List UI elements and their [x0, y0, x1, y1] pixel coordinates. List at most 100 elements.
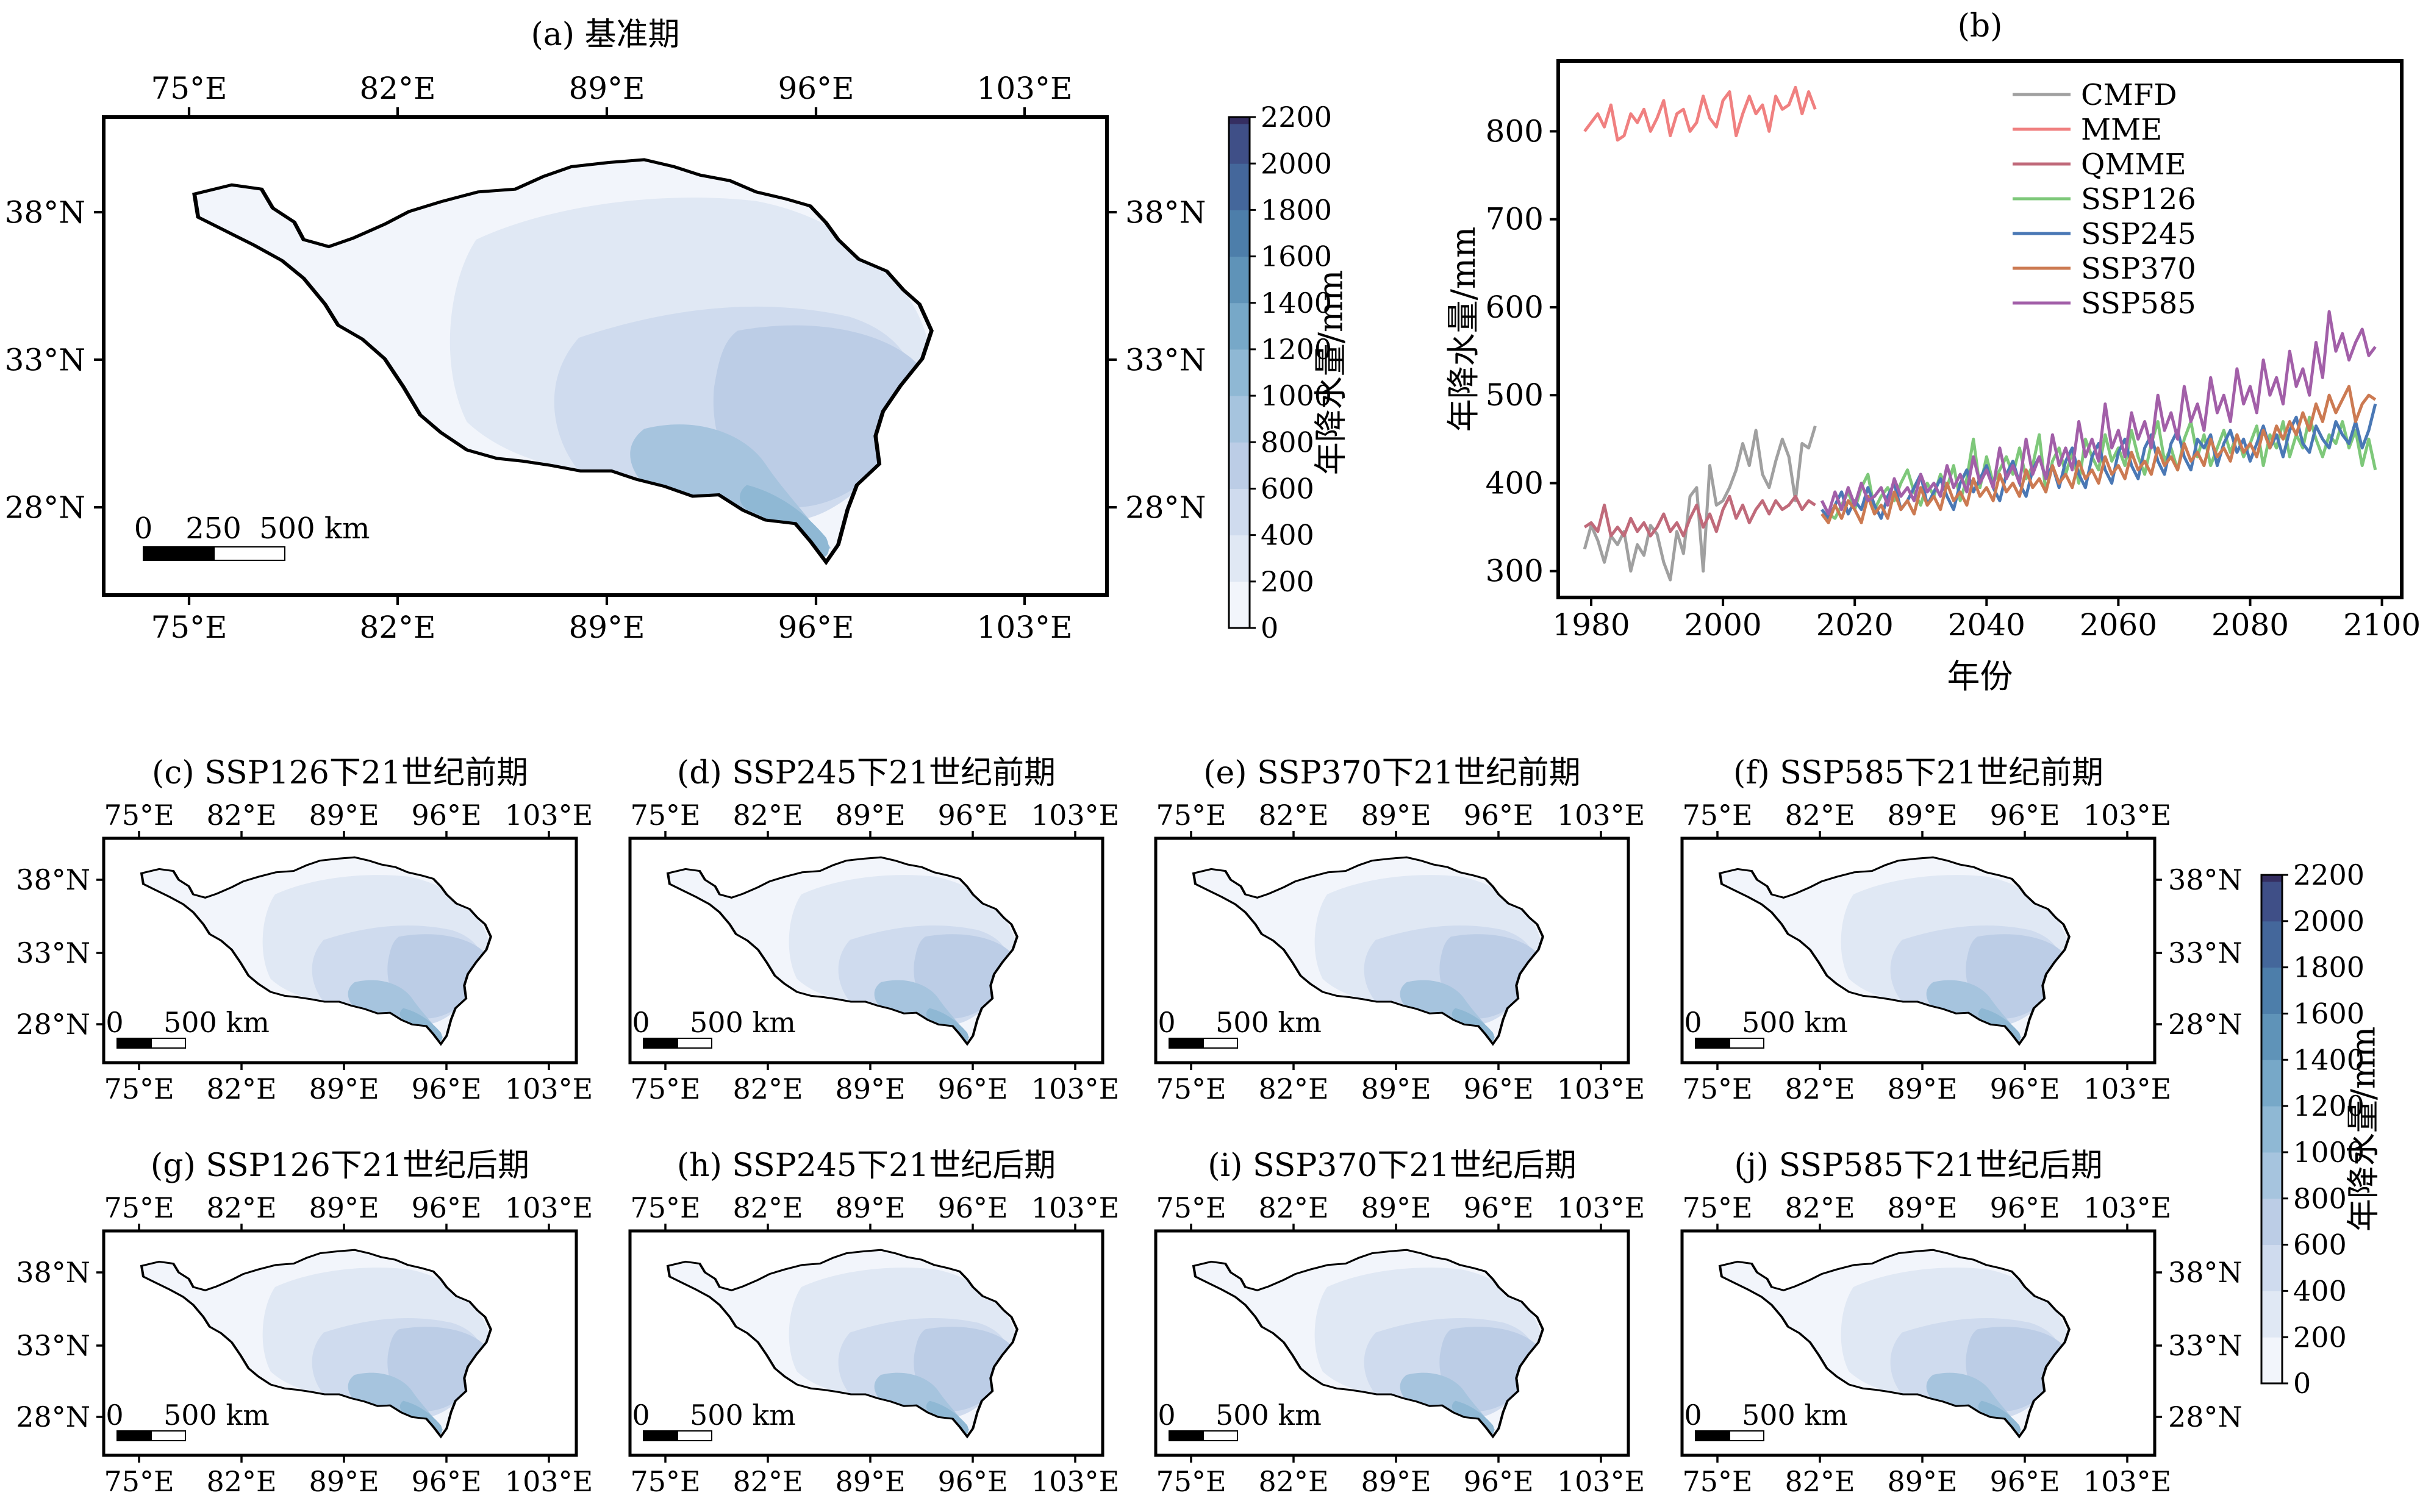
colorbar-top: 0 200 400 600 800 1000 1200 1400 1600 1800 2000 220… — [1228, 101, 1350, 644]
colorbar-bottom: 0 200 400 600 800 1000 1200 1400 1600 1800 2000 220… — [2260, 858, 2382, 1400]
small-map-3-title: (f) SSP585下21世纪前期 — [1733, 755, 2103, 791]
colorbar-bottom: 0 200 400 600 800 1000 1200 1400 1600 1800 2000 220… — [2260, 858, 2382, 1400]
lon-label-bottom: 103°E — [505, 1465, 593, 1498]
x-tick-label: 2000 — [1684, 607, 1761, 643]
lon-label-top: 82°E — [1258, 799, 1328, 832]
colorbar-tick-label: 1400 — [2293, 1043, 2365, 1076]
lon-label-top: 82°E — [1785, 1191, 1855, 1224]
lon-label-bottom: 96°E — [778, 610, 854, 645]
lat-label-left: 38°N — [16, 863, 90, 896]
legend-label: MME — [2081, 113, 2162, 147]
lon-label-bottom: 96°E — [1463, 1072, 1533, 1105]
y-tick-label: 800 — [1486, 113, 1544, 149]
colorbar-segment — [2261, 1337, 2282, 1384]
legend-label: SSP585 — [2081, 287, 2196, 321]
scalebar-white — [151, 1430, 186, 1441]
panel-a-baseline-map: (a) 基准期 75°E 75°E 82°E 82°E 89°E 89°E 96°E 96°E 1… — [5, 16, 1206, 645]
small-map-0: (c) SSP126下21世纪前期 75°E 75°E 82°E 82°E 89°E 89°… — [16, 755, 593, 1105]
small-map-6: (i) SSP370下21世纪后期 75°E 75°E 82°E 82°E 89°E 89°… — [1154, 1147, 1645, 1498]
colorbar-tick-label: 1200 — [1261, 333, 1332, 366]
small-map-1-title: (d) SSP245下21世纪前期 — [677, 755, 1056, 791]
scalebar-label: 500 km — [163, 1006, 270, 1039]
lon-label-top: 96°E — [411, 1191, 481, 1224]
colorbar-tick-label: 1000 — [2293, 1136, 2365, 1169]
scalebar-black — [643, 1038, 678, 1049]
lon-label-bottom: 103°E — [2083, 1465, 2171, 1498]
lon-label-bottom: 82°E — [1258, 1465, 1328, 1498]
colorbar-cap — [1229, 117, 1250, 124]
lon-label-top: 75°E — [151, 71, 227, 106]
series-lines — [1583, 85, 2377, 582]
colorbar-segment — [2261, 875, 2282, 922]
small-map-7: (j) SSP585下21世纪后期 75°E 75°E 82°E 82°E 89°E 89°… — [1680, 1147, 2243, 1498]
colorbar-tick-label: 400 — [1261, 519, 1314, 552]
lon-label-bottom: 82°E — [1258, 1072, 1328, 1105]
legend-label: SSP245 — [2081, 217, 2196, 251]
colorbar-tick-label: 200 — [2293, 1321, 2347, 1353]
x-tick-label: 2040 — [1948, 607, 2025, 643]
colorbar-segment — [2261, 1198, 2282, 1246]
small-map-1-scalebar: 0 500 km — [632, 1006, 796, 1049]
colorbar-tick-label: 400 — [2293, 1274, 2347, 1307]
colorbar-tick-label: 600 — [2293, 1228, 2347, 1261]
x-tick-label: 2100 — [2343, 607, 2420, 643]
lon-label-top: 75°E — [104, 799, 174, 832]
colorbar-frame — [2260, 874, 2283, 1385]
y-tick-label: 400 — [1486, 465, 1544, 501]
lon-label-top: 89°E — [835, 1191, 905, 1224]
scalebar-label: 0 — [106, 1399, 123, 1432]
colorbar-tick-label: 1800 — [1261, 193, 1332, 226]
x-tick-label: 2080 — [2211, 607, 2289, 643]
colorbar-label: 年降水量/mm — [1311, 270, 1350, 476]
lon-label-top: 103°E — [2083, 799, 2171, 832]
lon-label-bottom: 75°E — [1682, 1465, 1752, 1498]
colorbar-tick-label: 2000 — [2293, 905, 2365, 938]
lon-label-top: 75°E — [1156, 799, 1226, 832]
lat-label-right: 38°N — [1125, 195, 1206, 230]
scalebar-label: 500 km — [1215, 1006, 1322, 1039]
lon-label-bottom: 75°E — [104, 1072, 174, 1105]
small-map-0-scalebar: 0 500 km — [106, 1006, 270, 1049]
lon-label-bottom: 103°E — [1031, 1072, 1119, 1105]
scalebar-label: 0 — [106, 1006, 123, 1039]
lon-label-top: 96°E — [1463, 799, 1533, 832]
lon-label-bottom: 89°E — [835, 1072, 905, 1105]
colorbar-segment — [2261, 1013, 2282, 1060]
scalebar-label: 500 km — [690, 1399, 796, 1432]
lon-label-top: 89°E — [309, 799, 379, 832]
scalebar-label: 500 km — [690, 1006, 796, 1039]
lon-label-top: 82°E — [1258, 1191, 1328, 1224]
lon-label-bottom: 103°E — [977, 610, 1073, 645]
lon-label-top: 75°E — [1156, 1191, 1226, 1224]
small-map-3: (f) SSP585下21世纪前期 75°E 75°E 82°E 82°E 89°E 89°… — [1680, 755, 2243, 1105]
lon-label-bottom: 96°E — [937, 1465, 1008, 1498]
small-map-6-title: (i) SSP370下21世纪后期 — [1208, 1147, 1576, 1184]
scalebar-label: 500 km — [259, 512, 370, 546]
small-map-6-scalebar: 0 500 km — [1158, 1399, 1322, 1441]
lon-label-bottom: 89°E — [1887, 1465, 1957, 1498]
scalebar-black — [116, 1038, 152, 1049]
panel-a: (a) 基准期 75°E 75°E 82°E 82°E 89°E 89°E 96°E 96°E 1… — [5, 16, 1206, 645]
colorbar-segment — [1229, 302, 1250, 350]
legend-label: SSP370 — [2081, 252, 2196, 286]
colorbar-segment — [2261, 1244, 2282, 1291]
colorbar-segment — [1229, 488, 1250, 536]
colorbar-tick-label: 0 — [2293, 1367, 2311, 1400]
colorbar-segment — [1229, 117, 1250, 164]
small-map-5: (h) SSP245下21世纪后期 75°E 75°E 82°E 82°E 89°E 89°… — [628, 1147, 1119, 1498]
series-line-ssp126 — [1820, 415, 2377, 520]
colorbar-tick-label: 1000 — [1261, 379, 1332, 412]
lat-label-left: 28°N — [5, 490, 85, 526]
colorbar-segment — [2261, 1060, 2282, 1107]
lon-label-top: 82°E — [206, 799, 276, 832]
series-line-ssp370 — [1820, 385, 2377, 524]
lon-label-bottom: 75°E — [104, 1465, 174, 1498]
scalebar-label: 0 — [1158, 1399, 1175, 1432]
scalebar-white — [213, 546, 285, 561]
colorbar-segment — [1229, 349, 1250, 396]
small-map-4-scalebar: 0 500 km — [106, 1399, 270, 1441]
lon-label-bottom: 82°E — [732, 1072, 803, 1105]
small-map-2-scalebar: 0 500 km — [1158, 1006, 1322, 1049]
lon-label-top: 89°E — [568, 71, 645, 106]
lon-label-bottom: 96°E — [937, 1072, 1008, 1105]
